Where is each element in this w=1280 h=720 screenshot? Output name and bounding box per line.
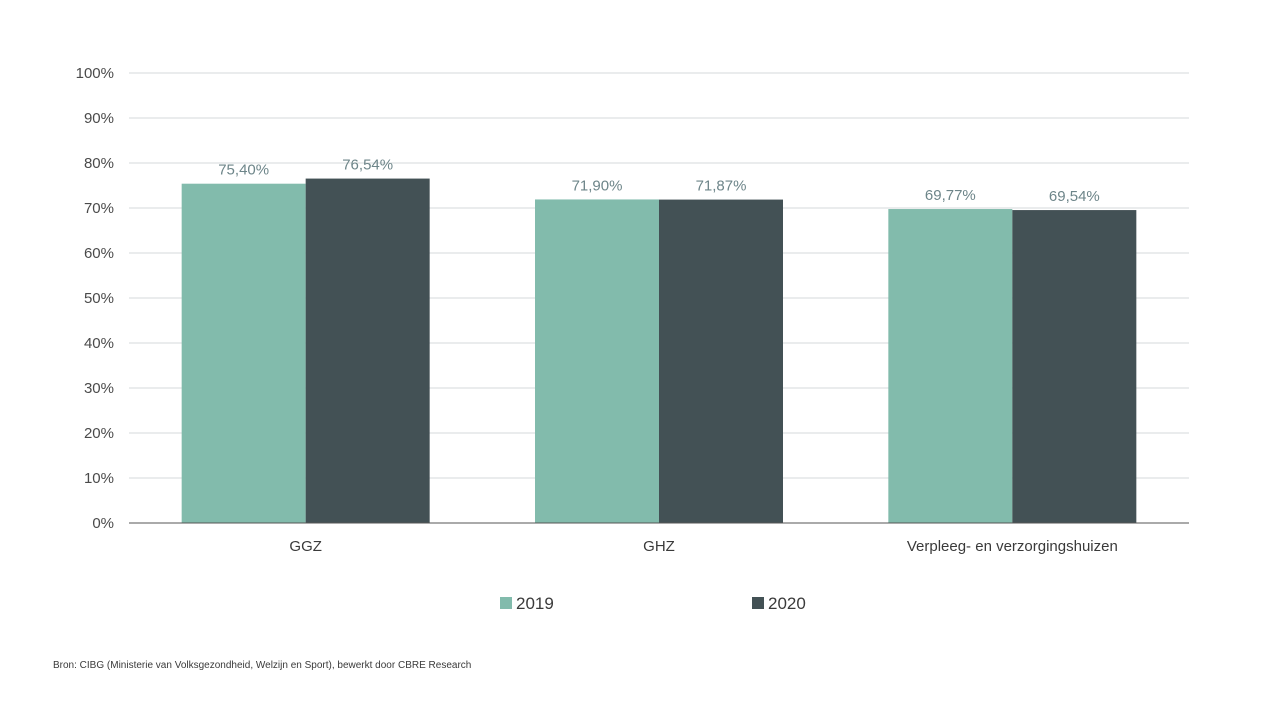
x-category-label: Verpleeg- en verzorgingshuizen (907, 538, 1118, 555)
data-label: 71,90% (572, 177, 623, 194)
bar-2019-2 (535, 199, 659, 523)
bar-chart: 0% 10% 20% 30% 40% 50% 60% 70% 80% 90% 100% 75,40%… (76, 65, 1189, 613)
y-tick-label: 100% (76, 65, 114, 82)
y-tick-label: 60% (84, 245, 114, 262)
bar-2020-2 (659, 199, 783, 523)
y-tick-label: 70% (84, 200, 114, 217)
data-label: 71,87% (696, 178, 747, 195)
legend-swatch-2020 (752, 597, 764, 609)
legend: 2019 2020 (500, 594, 806, 613)
bar-2020-3 (1012, 210, 1137, 523)
bar-2019-1 (181, 183, 306, 523)
y-tick-label: 20% (84, 425, 114, 442)
chart-svg: 0% 10% 20% 30% 40% 50% 60% 70% 80% 90% 100% 75,40%… (76, 65, 1189, 613)
y-tick-label: 50% (84, 290, 114, 307)
legend-swatch-2019 (500, 597, 512, 609)
legend-label: 2020 (768, 594, 806, 613)
bars (181, 178, 1137, 523)
bar-2020-1 (305, 178, 430, 523)
data-label: 75,40% (218, 162, 269, 179)
x-category-label: GGZ (289, 538, 322, 555)
legend-label: 2019 (516, 594, 554, 613)
x-axis-categories: GGZ GHZ Verpleeg- en verzorgingshuizen (289, 538, 1117, 555)
y-tick-label: 0% (92, 515, 114, 532)
y-tick-label: 30% (84, 380, 114, 397)
y-axis-ticks: 0% 10% 20% 30% 40% 50% 60% 70% 80% 90% 100% (76, 65, 114, 532)
y-tick-label: 40% (84, 335, 114, 352)
data-label: 76,54% (342, 157, 393, 174)
y-tick-label: 10% (84, 470, 114, 487)
bar-2019-3 (888, 209, 1013, 523)
y-tick-label: 80% (84, 155, 114, 172)
data-labels: 75,40% 76,54% 71,90% 71,87% 69,77% 69,54% (218, 157, 1100, 206)
x-category-label: GHZ (643, 538, 675, 555)
source-note: Bron: CIBG (Ministerie van Volksgezondhe… (53, 660, 472, 671)
data-label: 69,77% (925, 187, 976, 204)
data-label: 69,54% (1049, 188, 1100, 205)
y-tick-label: 90% (84, 110, 114, 127)
